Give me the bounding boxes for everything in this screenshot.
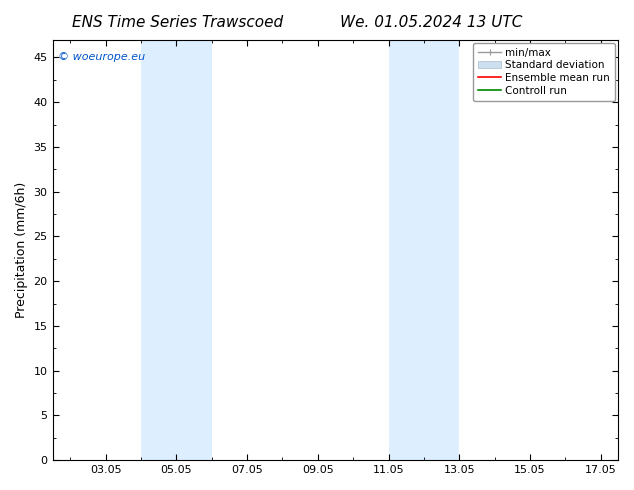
Text: © woeurope.eu: © woeurope.eu	[58, 52, 145, 62]
Y-axis label: Precipitation (mm/6h): Precipitation (mm/6h)	[15, 182, 28, 318]
Bar	[141, 40, 212, 460]
Bar	[389, 40, 459, 460]
Text: ENS Time Series Trawscoed: ENS Time Series Trawscoed	[72, 15, 283, 30]
Text: We. 01.05.2024 13 UTC: We. 01.05.2024 13 UTC	[340, 15, 522, 30]
Legend: min/max, Standard deviation, Ensemble mean run, Controll run: min/max, Standard deviation, Ensemble me…	[473, 43, 616, 101]
